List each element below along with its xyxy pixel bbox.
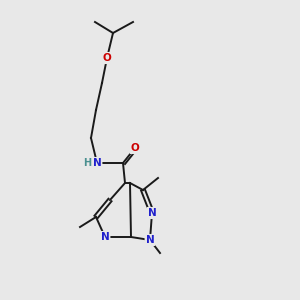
Text: N: N [148, 208, 156, 218]
Text: O: O [103, 53, 111, 63]
Text: H: H [83, 158, 91, 168]
Text: O: O [130, 143, 140, 153]
Text: N: N [146, 235, 154, 245]
Text: N: N [93, 158, 101, 168]
Text: N: N [100, 232, 109, 242]
